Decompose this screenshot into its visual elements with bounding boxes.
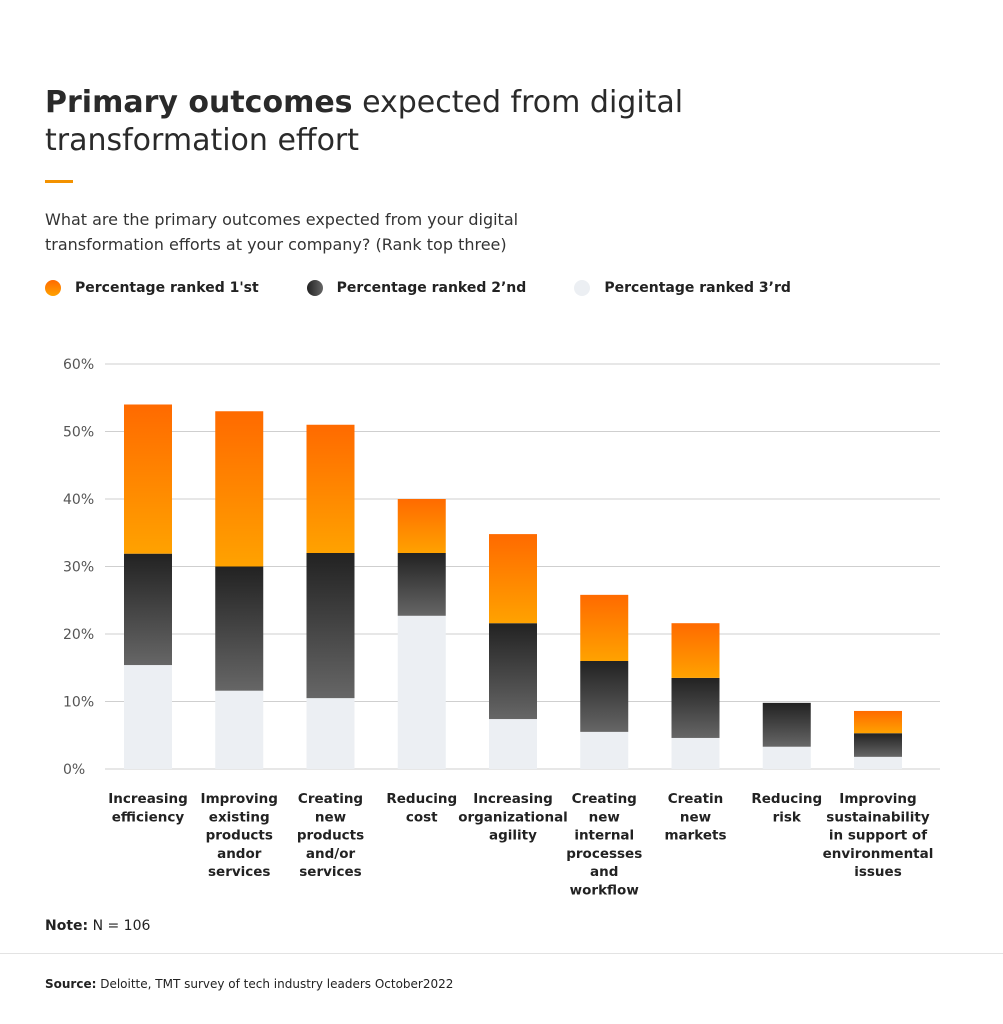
x-tick-label: Reducing risk bbox=[751, 791, 822, 825]
x-tick-label: Increasing organizational agility bbox=[458, 791, 568, 844]
legend-label: Percentage ranked 3’rd bbox=[604, 280, 791, 296]
bar-ranked-1st bbox=[671, 623, 720, 678]
chart-subtitle: What are the primary outcomes expected f… bbox=[45, 210, 519, 254]
bar-ranked-2nd bbox=[580, 661, 629, 732]
bar-ranked-2nd bbox=[762, 702, 811, 747]
bar-ranked-2nd bbox=[854, 733, 902, 757]
bar-ranked-3rd bbox=[306, 698, 355, 769]
bar-ranked-3rd bbox=[215, 690, 264, 769]
bar-ranked-3rd bbox=[124, 665, 172, 769]
bar-ranked-1st bbox=[397, 499, 446, 553]
x-tick-label: Increasing efficiency bbox=[108, 791, 188, 825]
bar-ranked-1st bbox=[854, 710, 902, 734]
bar-ranked-3rd bbox=[762, 746, 811, 769]
legend-swatch-first bbox=[45, 280, 61, 296]
bar-ranked-2nd bbox=[306, 553, 355, 699]
source: Source: Deloitte, TMT survey of tech ind… bbox=[45, 977, 453, 991]
bar-ranked-3rd bbox=[671, 737, 720, 769]
bar-ranked-3rd bbox=[854, 756, 902, 769]
y-tick-label: 40% bbox=[63, 492, 94, 508]
y-tick-label: 50% bbox=[63, 425, 94, 441]
title-bold: Primary outcomes bbox=[45, 85, 353, 120]
bar-ranked-2nd bbox=[124, 553, 172, 666]
x-tick-label: Reducing cost bbox=[386, 791, 457, 825]
bar-ranked-1st bbox=[306, 424, 355, 553]
bar-ranked-1st bbox=[124, 404, 172, 554]
y-tick-label: 10% bbox=[63, 695, 94, 711]
accent-rule bbox=[45, 180, 73, 183]
bar-ranked-2nd bbox=[397, 553, 446, 616]
y-tick-label: 30% bbox=[63, 560, 94, 576]
bar-ranked-1st bbox=[215, 411, 264, 567]
y-tick-label: 60% bbox=[63, 357, 94, 373]
x-tick-label: Creatin new markets bbox=[664, 791, 726, 844]
title-rest: expected from digital transformation eff… bbox=[45, 85, 684, 158]
source-label: Source: bbox=[45, 977, 97, 991]
legend-swatch-second bbox=[306, 280, 323, 296]
bar-ranked-2nd bbox=[489, 623, 537, 720]
bar-ranked-3rd bbox=[580, 731, 629, 769]
bar-ranked-2nd bbox=[671, 677, 720, 738]
legend-item-second: Percentage ranked 2’nd bbox=[306, 280, 527, 296]
legend: Percentage ranked 1'st Percentage ranked… bbox=[45, 280, 839, 296]
legend-label: Percentage ranked 2’nd bbox=[336, 280, 527, 296]
note-label: Note: bbox=[45, 918, 89, 934]
legend-item-third: Percentage ranked 3’rd bbox=[574, 280, 791, 296]
chart-title: Primary outcomes expected from digital t… bbox=[45, 84, 745, 160]
x-tick-label: Improving sustainability in support of envi… bbox=[823, 791, 934, 880]
y-tick-label: 20% bbox=[63, 627, 94, 643]
x-tick-label: Improving existing products andor services bbox=[201, 791, 278, 880]
legend-label: Percentage ranked 1'st bbox=[75, 280, 259, 296]
note: Note: N = 106 bbox=[45, 918, 150, 934]
bar-ranked-3rd bbox=[489, 719, 537, 769]
bar-ranked-1st bbox=[489, 534, 537, 624]
source-text: Deloitte, TMT survey of tech industry le… bbox=[96, 977, 454, 991]
y-tick-label: 0% bbox=[63, 762, 85, 778]
x-tick-label: Creating new products and/or services bbox=[297, 791, 364, 880]
legend-swatch-third bbox=[574, 280, 591, 296]
x-tick-label: Creating new internal processes and workflow bbox=[566, 791, 642, 899]
divider bbox=[0, 953, 1003, 954]
bar-ranked-1st bbox=[580, 594, 629, 661]
bar-ranked-3rd bbox=[397, 615, 446, 769]
legend-item-first: Percentage ranked 1'st bbox=[45, 280, 259, 296]
bar-ranked-2nd bbox=[215, 566, 264, 691]
note-text: N = 106 bbox=[88, 918, 151, 934]
